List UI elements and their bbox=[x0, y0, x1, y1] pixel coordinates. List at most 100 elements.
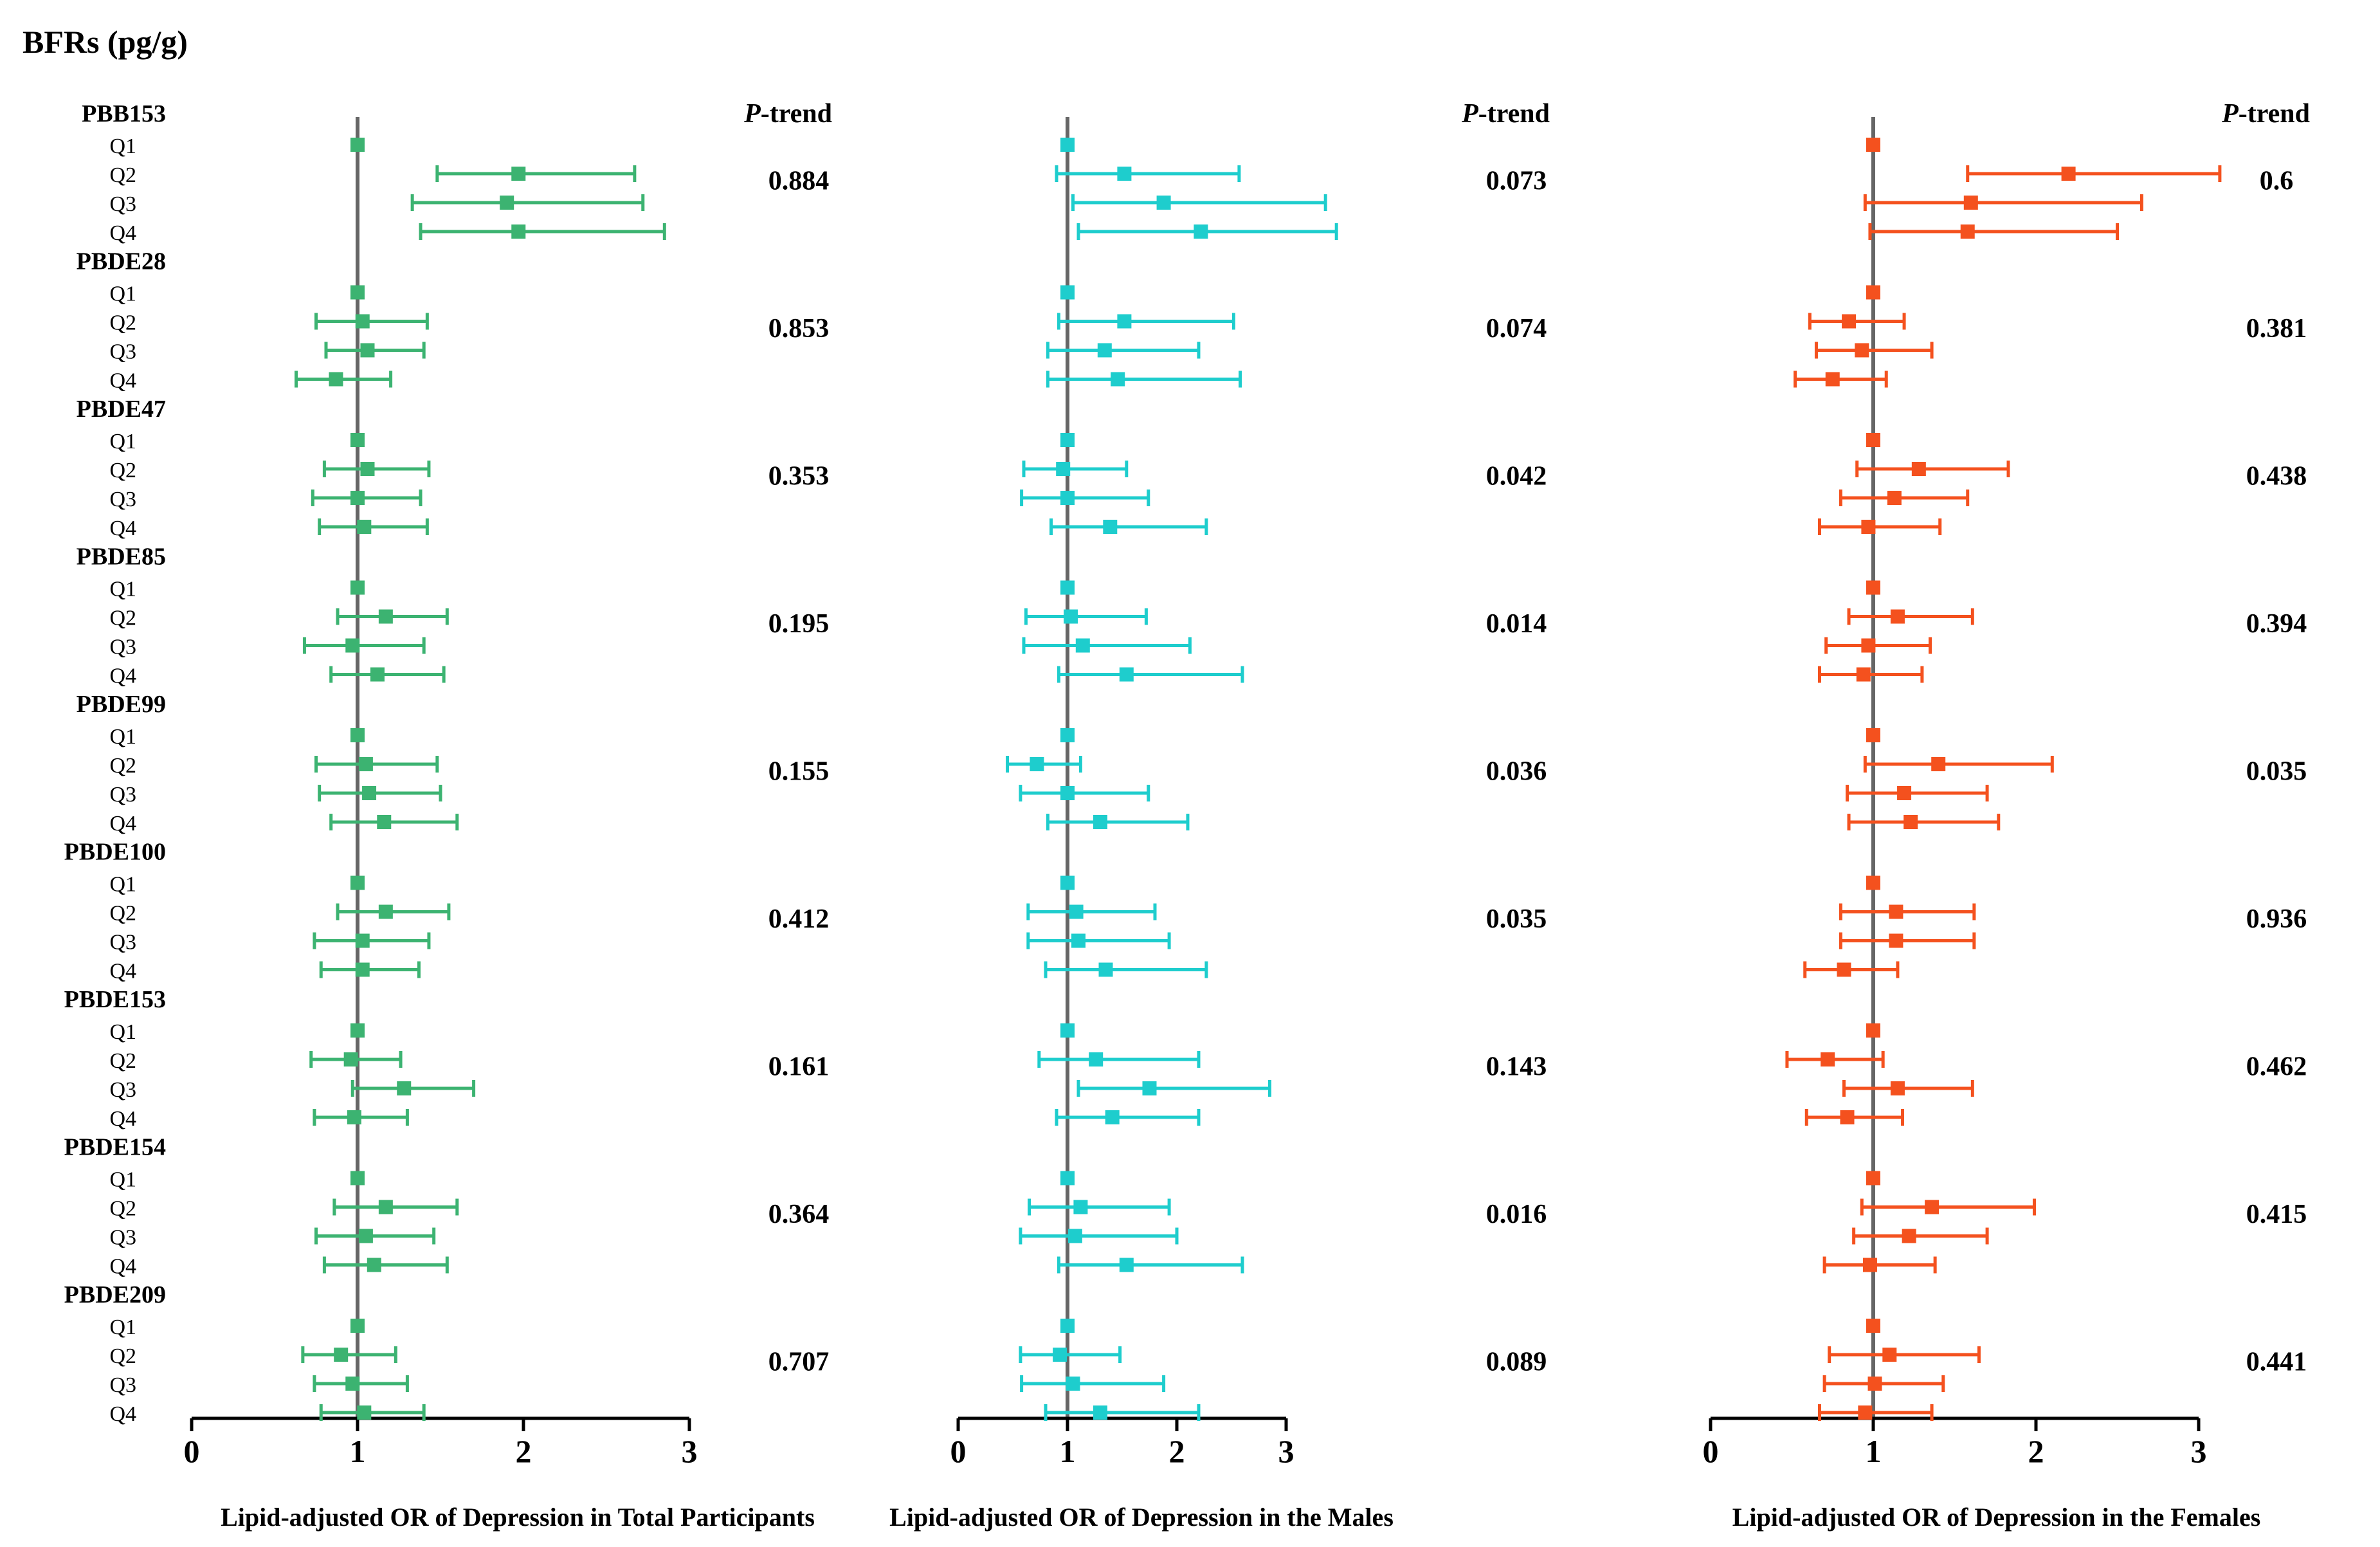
or-point bbox=[1866, 728, 1880, 742]
or-point bbox=[1837, 962, 1851, 977]
group-PBDE153: 0.462 bbox=[1785, 1023, 2307, 1126]
group-PBB153: 0.073 bbox=[1055, 138, 1547, 240]
or-point bbox=[1866, 1171, 1880, 1185]
or-point bbox=[1060, 1171, 1075, 1185]
quartile-label: Q2 bbox=[109, 163, 136, 187]
p-trend-value: 0.441 bbox=[2246, 1348, 2307, 1377]
or-point bbox=[1194, 224, 1208, 239]
x-tick-label: 0 bbox=[950, 1433, 967, 1469]
or-point bbox=[1890, 1081, 1905, 1095]
group-PBDE85: 0.394 bbox=[1818, 580, 2307, 683]
or-point bbox=[358, 1229, 373, 1243]
figure-title: BFRs (pg/g) bbox=[23, 24, 188, 60]
p-trend-value: 0.161 bbox=[768, 1052, 830, 1082]
or-point bbox=[2061, 167, 2076, 181]
or-point bbox=[1060, 875, 1075, 890]
quartile-label: Q2 bbox=[109, 311, 136, 335]
or-point bbox=[362, 786, 377, 800]
p-trend-value: 0.074 bbox=[1486, 314, 1547, 343]
or-point bbox=[345, 638, 360, 653]
group-PBDE100: 0.936 bbox=[1803, 875, 2307, 978]
or-point bbox=[1111, 372, 1125, 387]
group-PBDE154: 0.016 bbox=[1019, 1171, 1547, 1274]
group-PBDE209: PBDE209 Q1 Q2 Q3 Q4 0.707 bbox=[64, 1281, 830, 1426]
or-point bbox=[1117, 167, 1132, 181]
x-tick-label: 2 bbox=[2028, 1433, 2044, 1469]
quartile-label: Q4 bbox=[109, 1402, 136, 1426]
quartile-label: Q2 bbox=[109, 754, 136, 778]
or-point bbox=[1866, 1023, 1880, 1038]
or-point bbox=[511, 167, 526, 181]
group-PBDE99: 0.036 bbox=[1006, 728, 1547, 830]
group-label: PBB153 bbox=[82, 100, 166, 127]
or-point bbox=[1890, 609, 1905, 624]
or-point bbox=[360, 343, 375, 358]
quartile-label: Q2 bbox=[109, 1197, 136, 1221]
p-trend-value: 0.155 bbox=[768, 757, 830, 787]
p-trend-value: 0.143 bbox=[1486, 1052, 1547, 1082]
group-label: PBDE100 bbox=[64, 839, 166, 866]
x-tick-label: 1 bbox=[1060, 1433, 1076, 1469]
quartile-label: Q2 bbox=[109, 1344, 136, 1368]
or-point bbox=[1142, 1081, 1157, 1095]
or-point bbox=[1060, 580, 1075, 595]
or-point bbox=[1861, 520, 1876, 534]
or-point bbox=[1117, 314, 1132, 329]
p-trend-value: 0.364 bbox=[768, 1200, 830, 1229]
or-point bbox=[1066, 1377, 1080, 1391]
or-point bbox=[1866, 138, 1880, 152]
p-trend-value: 0.073 bbox=[1486, 167, 1547, 196]
or-point bbox=[1098, 962, 1113, 977]
x-tick-label: 0 bbox=[184, 1433, 200, 1469]
or-point bbox=[1867, 1377, 1882, 1391]
forest-panel-males: P-trend 0 1 2 3 Lipid-adjusted OR of Depressi… bbox=[889, 99, 1550, 1532]
quartile-label: Q3 bbox=[109, 636, 136, 659]
or-point bbox=[500, 196, 514, 210]
or-point bbox=[377, 815, 392, 829]
quartile-label: Q3 bbox=[109, 1373, 136, 1397]
p-trend-value: 0.381 bbox=[2246, 314, 2307, 343]
group-label: PBDE153 bbox=[64, 986, 166, 1013]
quartile-label: Q4 bbox=[109, 812, 136, 836]
forest-panel-total: P-trend 0 1 2 3 Lipid-adjusted OR of Depressi… bbox=[64, 99, 832, 1532]
p-trend-value: 0.042 bbox=[1486, 462, 1547, 491]
or-point bbox=[367, 1258, 381, 1272]
group-PBDE47: 0.438 bbox=[1818, 433, 2307, 535]
group-PBDE154: 0.415 bbox=[1822, 1171, 2307, 1274]
group-PBDE28: 0.381 bbox=[1794, 285, 2307, 388]
or-point bbox=[1093, 1405, 1107, 1420]
or-point bbox=[1902, 1229, 1916, 1243]
or-point bbox=[1862, 1258, 1877, 1272]
or-point bbox=[1963, 196, 1978, 210]
or-point bbox=[1071, 933, 1086, 948]
or-point bbox=[358, 757, 373, 771]
p-trend-header: P-trend bbox=[743, 99, 832, 129]
or-point bbox=[1105, 1110, 1120, 1124]
or-point bbox=[1064, 609, 1078, 624]
quartile-label: Q1 bbox=[109, 282, 136, 306]
or-point bbox=[1931, 757, 1946, 771]
p-trend-header: P-trend bbox=[1461, 99, 1550, 129]
group-PBDE47: 0.042 bbox=[1020, 433, 1547, 535]
p-trend-value: 0.035 bbox=[2246, 757, 2307, 787]
p-trend-value: 0.035 bbox=[1486, 904, 1547, 934]
group-PBDE28: 0.074 bbox=[1046, 285, 1547, 388]
or-point bbox=[1073, 1200, 1088, 1214]
or-point bbox=[370, 667, 385, 682]
or-point bbox=[1030, 757, 1044, 771]
or-point bbox=[350, 433, 365, 447]
or-point bbox=[350, 580, 365, 595]
x-tick-label: 1 bbox=[350, 1433, 366, 1469]
group-label: PBDE28 bbox=[77, 248, 166, 275]
x-tick-label: 1 bbox=[1866, 1433, 1882, 1469]
or-point bbox=[1119, 667, 1134, 682]
x-tick-label: 2 bbox=[1169, 1433, 1185, 1469]
or-point bbox=[397, 1081, 412, 1095]
or-point bbox=[1067, 1229, 1082, 1243]
or-point bbox=[1821, 1052, 1835, 1066]
quartile-label: Q1 bbox=[109, 134, 136, 158]
or-point bbox=[378, 609, 393, 624]
or-point bbox=[1119, 1258, 1134, 1272]
or-point bbox=[1093, 815, 1107, 829]
p-trend-value: 0.036 bbox=[1486, 757, 1547, 787]
